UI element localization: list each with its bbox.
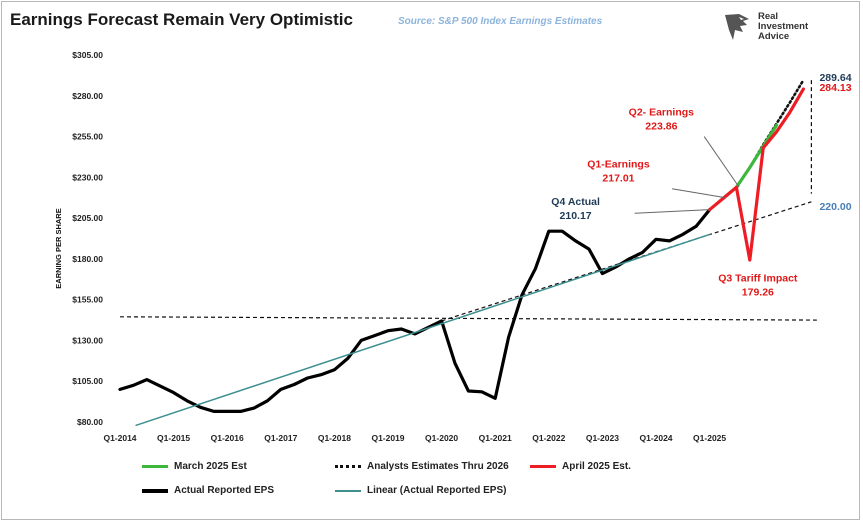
y-tick-label-9: $305.00 (72, 50, 103, 60)
legend-swatch-march (142, 465, 168, 468)
logo-line-1: Real (758, 11, 779, 22)
annotation-value-q1-earnings: 217.01 (602, 173, 634, 185)
legend-item-analysts: Analysts Estimates Thru 2026 (335, 461, 509, 472)
y-tick-label-8: $280.00 (72, 91, 103, 101)
annotation-pointer-q1-earnings (671, 188, 726, 199)
reference-line-trend (441, 201, 812, 322)
series-line-actual (118, 208, 712, 413)
y-tick-label-4: $180.00 (72, 254, 103, 264)
x-tick-label-7: Q1-2021 (479, 433, 512, 443)
annotation-pointer-q2-earnings (703, 136, 740, 188)
x-tick-label-9: Q1-2023 (586, 433, 619, 443)
chart-title: Earnings Forecast Remain Very Optimistic (10, 10, 353, 29)
legend-item-linear: Linear (Actual Reported EPS) (335, 485, 506, 496)
annotation-value-q2-earnings: 223.86 (645, 120, 677, 132)
x-tick-label-10: Q1-2024 (639, 433, 672, 443)
y-axis-title: EARNING PER SHARE (54, 208, 63, 288)
annotation-pointer-q4-actual (634, 209, 710, 214)
legend-label-march: March 2025 Est (174, 461, 247, 472)
y-tick-label-7: $255.00 (72, 132, 103, 142)
annotation-label-q3-tariff: Q3 Tariff Impact (718, 273, 798, 285)
legend-swatch-linear (335, 489, 361, 492)
x-tick-label-3: Q1-2017 (264, 433, 297, 443)
annotation-label-q4-actual: Q4 Actual (551, 196, 600, 208)
y-tick-label-3: $155.00 (72, 295, 103, 305)
legend-label-april: April 2025 Est. (562, 461, 631, 472)
logo-line-3: Advice (758, 31, 790, 42)
annotation-label-q2-earnings: Q2- Earnings (629, 106, 695, 118)
x-tick-label-8: Q1-2022 (532, 433, 565, 443)
legend-swatch-april (530, 465, 556, 468)
reference-line-flat (119, 316, 817, 321)
x-tick-label-0: Q1-2014 (103, 433, 136, 443)
x-tick-label-4: Q1-2018 (318, 433, 351, 443)
series-line-april (707, 87, 806, 262)
x-tick-label-5: Q1-2019 (371, 433, 404, 443)
x-tick-label-11: Q1-2025 (693, 433, 726, 443)
x-tick-label-1: Q1-2015 (157, 433, 190, 443)
y-tick-label-6: $230.00 (72, 172, 103, 182)
x-tick-label-6: Q1-2020 (425, 433, 458, 443)
legend-label-actual: Actual Reported EPS (174, 485, 275, 496)
annotation-value-end-220: 220.00 (819, 201, 851, 213)
legend-swatch-analysts (335, 465, 361, 468)
y-tick-label-2: $130.00 (72, 335, 103, 345)
y-tick-label-5: $205.00 (72, 213, 103, 223)
y-tick-label-1: $105.00 (72, 376, 103, 386)
series-line-analysts (708, 78, 805, 211)
series-line-march (721, 123, 779, 201)
x-tick-label-2: Q1-2016 (211, 433, 244, 443)
legend-item-april: April 2025 Est. (530, 461, 631, 472)
annotation-value-end-284: 284.13 (819, 82, 851, 94)
annotation-value-q4-actual: 210.17 (560, 210, 592, 222)
legend-item-march: March 2025 Est (142, 461, 247, 472)
annotation-value-q3-tariff: 179.26 (742, 287, 774, 299)
chart-source: Source: S&P 500 Index Earnings Estimates (398, 16, 603, 27)
legend-label-analysts: Analysts Estimates Thru 2026 (367, 461, 509, 472)
annotation-label-q1-earnings: Q1-Earnings (587, 159, 650, 171)
y-tick-label-0: $80.00 (77, 417, 103, 427)
series-line-linear (135, 233, 711, 427)
eagle-logo-icon (725, 14, 749, 40)
real-investment-advice-logo: Real Investment Advice (722, 12, 842, 42)
legend-item-actual: Actual Reported EPS (142, 485, 274, 496)
legend-label-linear: Linear (Actual Reported EPS) (367, 485, 507, 496)
legend-swatch-actual (142, 488, 168, 493)
annotation-value-end-289: 289.64 (819, 72, 851, 84)
logo-line-2: Investment (758, 21, 809, 32)
